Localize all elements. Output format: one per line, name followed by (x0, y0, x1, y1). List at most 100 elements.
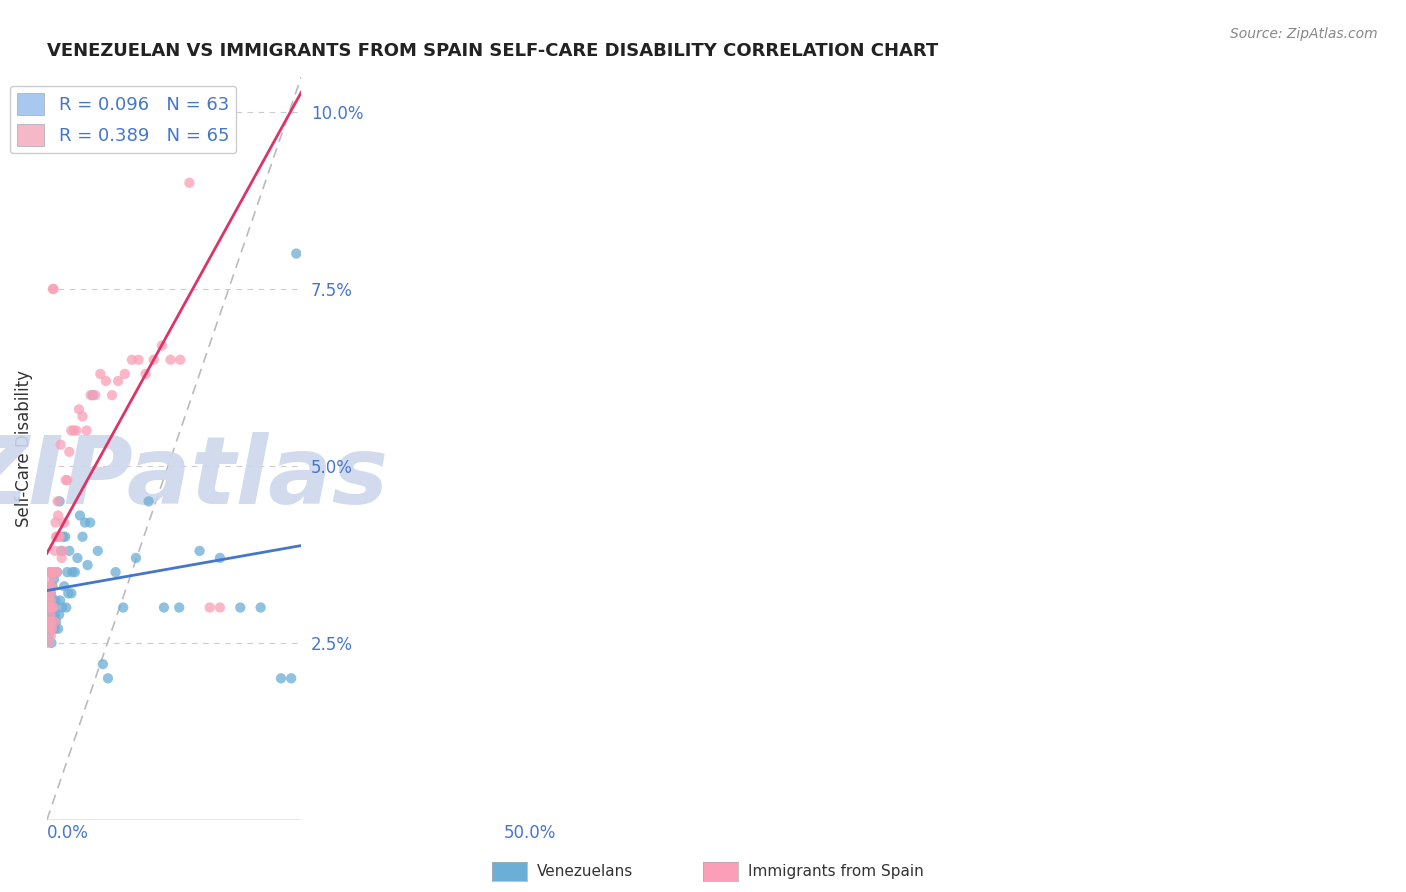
Point (94, 374, 117, 388)
Point (39, 572, 62, 586)
Point (270, 671, 292, 685)
Point (45, 565, 67, 579)
Point (39, 622, 62, 636)
Point (44, 544, 66, 558)
Point (39, 600, 62, 615)
Point (72, 530, 94, 544)
Point (58, 444, 80, 458)
Text: Source: ZipAtlas.com: Source: ZipAtlas.com (1230, 27, 1378, 41)
Point (159, 352, 181, 367)
Point (58, 586, 80, 600)
Point (97, 671, 120, 685)
Point (48, 530, 70, 544)
Point (42, 572, 65, 586)
Point (46, 622, 69, 636)
Point (37, 615, 59, 629)
Point (73, 516, 96, 530)
Point (42, 600, 65, 615)
Point (72, 409, 94, 424)
Point (52, 544, 75, 558)
Point (91, 657, 114, 672)
Point (37, 593, 59, 607)
Point (76, 424, 98, 438)
Point (39, 586, 62, 600)
Point (39, 586, 62, 600)
Point (48, 530, 70, 544)
Text: Venezuelans: Venezuelans (537, 864, 633, 879)
Point (45, 615, 67, 629)
Point (101, 388, 124, 402)
Point (150, 338, 173, 352)
Point (44, 622, 66, 636)
Point (45, 530, 67, 544)
Point (135, 367, 157, 381)
Point (67, 402, 90, 417)
Point (44, 607, 66, 622)
Point (66, 551, 89, 566)
Point (125, 551, 148, 566)
Point (52, 530, 75, 544)
Point (53, 516, 76, 530)
Point (38, 607, 60, 622)
Point (38, 600, 60, 615)
Point (142, 352, 165, 367)
Point (208, 600, 231, 615)
Point (51, 551, 73, 566)
Point (153, 600, 176, 615)
Text: VENEZUELAN VS IMMIGRANTS FROM SPAIN SELF-CARE DISABILITY CORRELATION CHART: VENEZUELAN VS IMMIGRANTS FROM SPAIN SELF… (46, 42, 938, 60)
Point (46, 508, 69, 523)
Point (38, 565, 60, 579)
Point (41, 622, 63, 636)
Point (42, 282, 65, 296)
Point (41, 607, 63, 622)
Point (41, 615, 63, 629)
Point (48, 607, 70, 622)
Point (56, 473, 79, 487)
Point (89, 367, 111, 381)
Point (128, 352, 150, 367)
Point (188, 544, 211, 558)
Point (69, 508, 91, 523)
Point (37, 622, 59, 636)
Point (138, 494, 160, 508)
Point (42, 600, 65, 615)
Text: ZIPatlas: ZIPatlas (0, 432, 388, 524)
Point (65, 424, 87, 438)
Point (38, 615, 60, 629)
Point (169, 352, 191, 367)
Point (39, 593, 62, 607)
Text: 0.0%: 0.0% (46, 823, 89, 842)
Point (53, 579, 76, 593)
Point (198, 600, 221, 615)
Point (60, 565, 83, 579)
Point (55, 473, 77, 487)
Point (46, 530, 69, 544)
Point (46, 565, 69, 579)
Point (104, 565, 127, 579)
Point (37, 636, 59, 650)
Point (41, 600, 63, 615)
Point (41, 579, 63, 593)
Point (41, 579, 63, 593)
Point (82, 388, 104, 402)
Point (45, 516, 67, 530)
Point (208, 551, 231, 566)
Point (53, 530, 76, 544)
Point (37, 629, 59, 643)
Text: 50.0%: 50.0% (503, 823, 555, 842)
Point (42, 615, 65, 629)
Point (41, 565, 63, 579)
Point (38, 579, 60, 593)
Point (58, 544, 80, 558)
Point (39, 615, 62, 629)
Point (38, 593, 60, 607)
Point (179, 176, 201, 190)
Point (42, 565, 65, 579)
Point (49, 544, 72, 558)
Point (63, 565, 86, 579)
Point (121, 352, 143, 367)
Point (285, 246, 308, 260)
Point (56, 565, 79, 579)
Point (60, 424, 83, 438)
Point (39, 565, 62, 579)
